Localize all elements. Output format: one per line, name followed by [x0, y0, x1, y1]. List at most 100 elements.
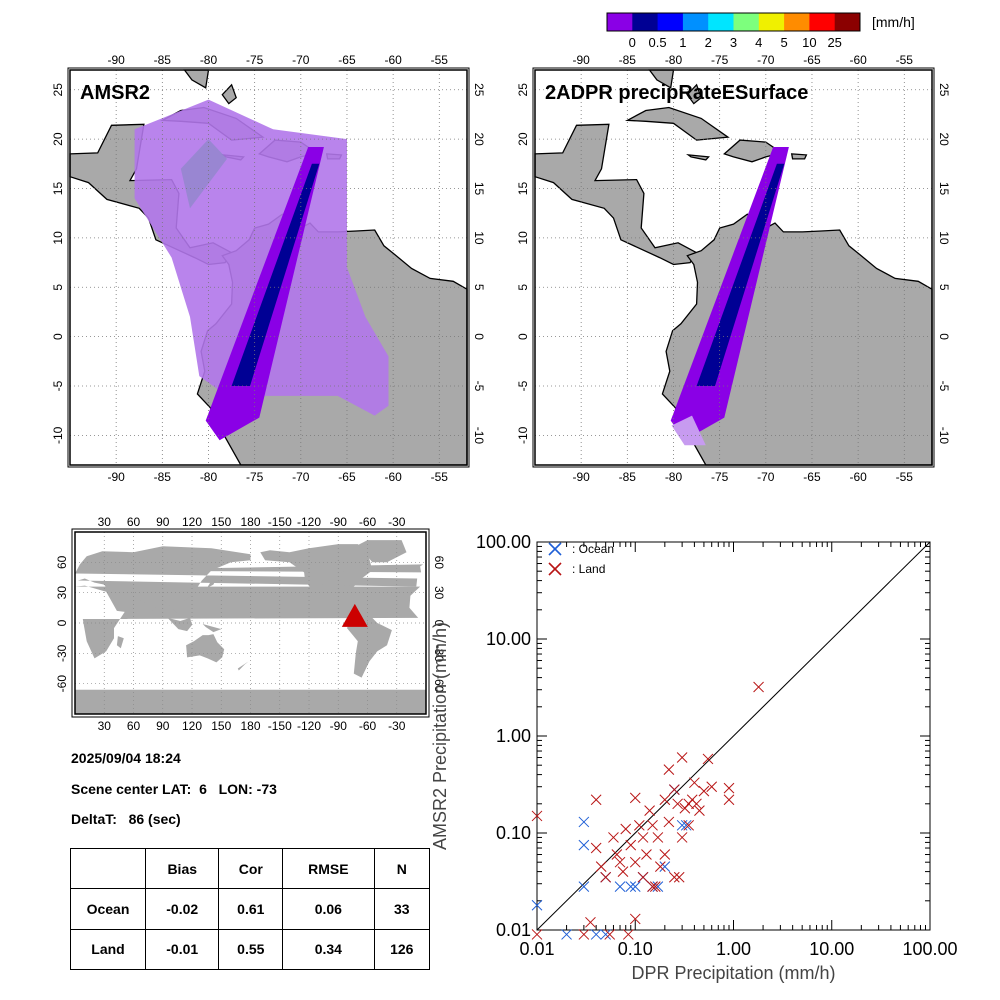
scatter-point [614, 881, 626, 892]
scatter-point-stroke [611, 849, 623, 860]
scatter-point-stroke [698, 785, 710, 797]
map-land-cuba [624, 106, 730, 141]
map-lon-label-top: -55 [896, 53, 914, 67]
scatter-point [659, 849, 671, 860]
scatter-point [622, 929, 634, 940]
scatter-point-stroke [647, 819, 658, 831]
stats-cell: 0.34 [282, 928, 375, 971]
map-lat-label-right: -10 [937, 427, 951, 445]
map-lat-label-right: 25 [472, 83, 486, 97]
map-lat-label-left: 15 [51, 182, 65, 196]
scatter-point-stroke [694, 805, 705, 817]
map-lat-label-right: 20 [937, 132, 951, 146]
globe-lat-label-right: -30 [432, 645, 446, 663]
globe-land [237, 661, 249, 671]
globe-frame-outer [71, 528, 430, 718]
map-lat-label-right: 25 [937, 83, 951, 97]
scatter-point-stroke [590, 929, 602, 940]
scatter-point-stroke [622, 929, 634, 940]
globe-land [75, 585, 421, 659]
stats-header-row: Bias Cor RMSE N [70, 847, 431, 890]
datetime-label: 2025/09/04 18:24 [71, 750, 181, 766]
scatter-point [585, 916, 596, 928]
amsr2-map-title: AMSR2 [80, 82, 151, 104]
scatter-point [578, 929, 590, 940]
scatter-point [604, 929, 616, 940]
map-lat-label-left: 20 [516, 132, 530, 146]
scatter-point-stroke [637, 871, 649, 883]
map-land-puerto-rico [790, 153, 808, 160]
x-tick-label: 0.10 [618, 939, 653, 959]
map-lon-label-bottom: -60 [384, 470, 402, 484]
colorbar-tick-label: 3 [730, 35, 737, 50]
globe-lon-label-top: -90 [330, 515, 348, 529]
scatter-point [600, 929, 612, 940]
map-lon-label-top: -80 [665, 53, 683, 67]
colorbar-tick-label: 5 [780, 35, 787, 50]
colorbar-swatch [733, 13, 760, 31]
colorbar-swatch [632, 13, 659, 31]
map-lon-label-top: -70 [757, 53, 775, 67]
legend-marker [548, 542, 562, 556]
scatter-point-stroke [680, 819, 692, 831]
y-tick-label: 0.10 [496, 823, 531, 843]
scatter-point-stroke [578, 816, 590, 828]
map-frame [69, 69, 468, 466]
colorbar-swatch [834, 13, 861, 31]
scatter-point [629, 881, 641, 892]
map-lat-label-left: -10 [516, 426, 530, 444]
stats-cell: 0.55 [218, 928, 284, 971]
globe-lon-label-top: -120 [297, 515, 321, 529]
delta-t-label: DeltaT: 86 (sec) [71, 811, 181, 827]
scatter-point [702, 753, 714, 765]
globe-lat-label-left: 0 [55, 619, 69, 626]
dpr-precip-core [696, 163, 785, 386]
scatter-point-stroke [691, 798, 702, 810]
map-lat-label-left: -10 [51, 426, 65, 444]
map-lat-label-right: 10 [937, 231, 951, 245]
map-lon-label-top: -80 [200, 53, 218, 67]
map-lon-label-bottom: -55 [896, 470, 914, 484]
map-lon-label-bottom: -90 [107, 470, 125, 484]
stats-cell: -0.01 [144, 928, 220, 971]
scatter-point-stroke [668, 871, 680, 883]
colorbar-swatch [809, 13, 836, 31]
globe-lon-label-top: 120 [182, 515, 202, 529]
scatter-point-stroke [663, 816, 675, 828]
globe-lon-label-bottom: -90 [330, 719, 348, 733]
scatter-point-stroke [578, 839, 590, 851]
scatter-point [590, 842, 602, 854]
scatter-point [753, 681, 764, 693]
globe-land [201, 578, 217, 591]
scatter-point [649, 881, 661, 892]
scatter-point-stroke [604, 929, 616, 940]
scatter-point-stroke [614, 881, 626, 892]
colorbar-tick-label: 10 [802, 35, 816, 50]
globe-lon-label-top: 90 [156, 515, 170, 529]
map-lat-label-right: 15 [472, 182, 486, 196]
x-tick-label: 100.00 [902, 939, 957, 959]
map-lon-label-bottom: -70 [757, 470, 775, 484]
globe-land [186, 634, 225, 663]
map-lon-label-bottom: -65 [803, 470, 821, 484]
globe-lat-label-left: -60 [55, 675, 69, 693]
map-frame-outer [67, 67, 470, 468]
scatter-point-stroke [600, 929, 612, 940]
map-lat-label-left: 5 [51, 284, 65, 291]
colorbar-tick-label: 25 [827, 35, 841, 50]
globe-lon-label-bottom: -30 [388, 719, 406, 733]
map-lat-label-left: 0 [516, 333, 530, 340]
colorbar-tick-label: 4 [755, 35, 762, 50]
scatter-point [676, 752, 688, 763]
map-lon-label-top: -90 [107, 53, 125, 67]
scatter-point [531, 810, 543, 822]
map-lon-label-top: -60 [384, 53, 402, 67]
map-lat-label-right: 5 [937, 284, 951, 291]
map-lon-label-bottom: -70 [292, 470, 310, 484]
map-frame-outer [532, 67, 935, 468]
map-land-bahamas [221, 83, 237, 105]
map-land-bahamas [686, 83, 702, 105]
scatter-point-stroke [578, 881, 590, 892]
